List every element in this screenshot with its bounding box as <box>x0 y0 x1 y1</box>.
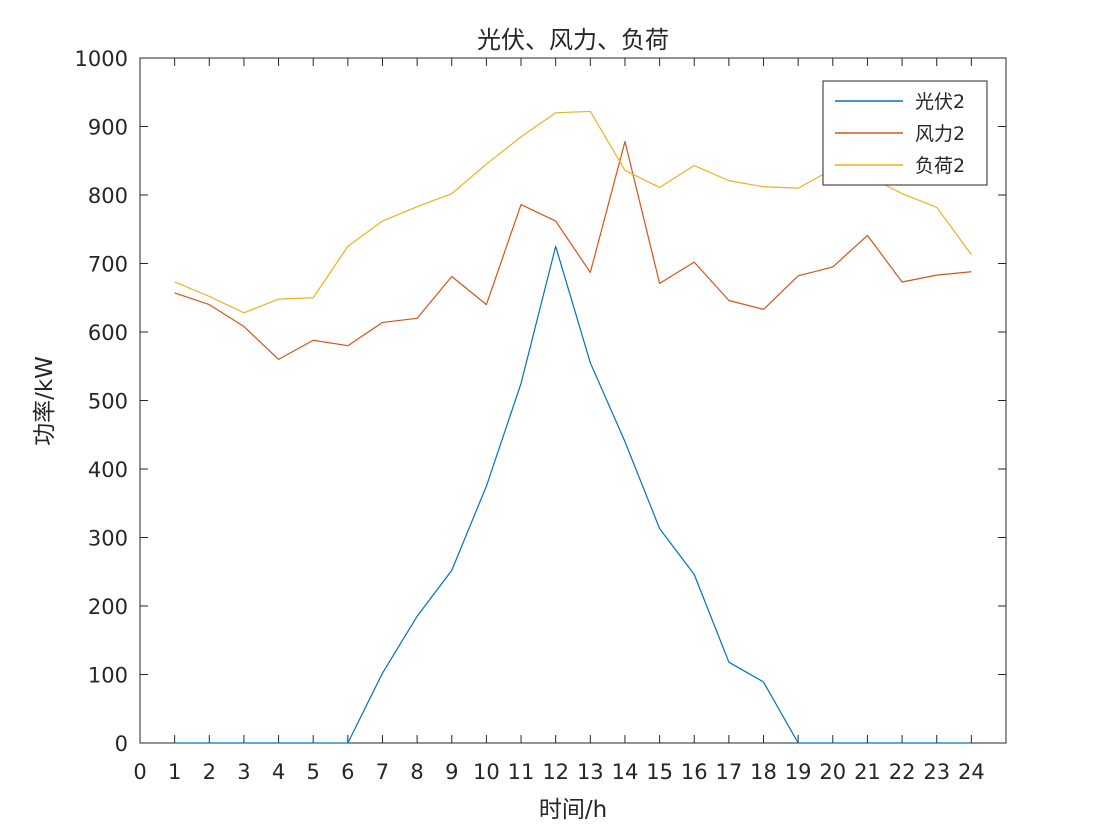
legend: 光伏2 风力2 负荷2 <box>822 80 988 186</box>
y-tick-label: 500 <box>88 390 128 414</box>
x-tick-label: 15 <box>646 760 673 784</box>
y-tick-label: 800 <box>88 184 128 208</box>
y-tick-label: 100 <box>88 664 128 688</box>
y-tick-label: 300 <box>88 527 128 551</box>
legend-label-3: 负荷2 <box>915 155 965 177</box>
x-tick-label: 11 <box>508 760 535 784</box>
chart-title: 光伏、风力、负荷 <box>477 26 669 54</box>
x-tick-label: 24 <box>958 760 985 784</box>
x-tick-label: 20 <box>819 760 846 784</box>
x-tick-label: 1 <box>168 760 181 784</box>
series-line-1 <box>174 245 972 744</box>
x-tick-label: 9 <box>445 760 458 784</box>
x-tick-label: 16 <box>681 760 708 784</box>
y-tick-label: 600 <box>88 321 128 345</box>
x-tick-label: 12 <box>542 760 569 784</box>
x-tick-label: 21 <box>854 760 881 784</box>
x-tick-label: 5 <box>307 760 320 784</box>
x-tick-label: 23 <box>923 760 950 784</box>
x-tick-label: 19 <box>785 760 812 784</box>
legend-label-1: 光伏2 <box>915 91 965 113</box>
x-tick-label: 17 <box>716 760 743 784</box>
x-tick-label: 7 <box>376 760 389 784</box>
y-tick-label: 700 <box>88 253 128 277</box>
y-tick-label: 0 <box>115 732 128 756</box>
x-tick-label: 13 <box>577 760 604 784</box>
x-tick-label: 2 <box>203 760 216 784</box>
y-tick-label: 1000 <box>75 47 128 71</box>
y-tick-label: 400 <box>88 458 128 482</box>
plot-area: 0 1 2 3 4 5 6 7 8 9 10 11 12 13 14 15 16 17 18 19 20 21 22 23 24… <box>75 47 1007 784</box>
x-tick-label: 18 <box>750 760 777 784</box>
y-tick-label: 200 <box>88 595 128 619</box>
x-tick-label: 22 <box>889 760 916 784</box>
legend-label-2: 风力2 <box>915 123 965 145</box>
x-tick-label: 14 <box>612 760 639 784</box>
x-tick-label: 4 <box>272 760 285 784</box>
x-tick-label: 10 <box>473 760 500 784</box>
x-axis-title: 时间/h <box>539 797 607 823</box>
series-line-2 <box>174 140 972 360</box>
x-tick-label: 8 <box>410 760 423 784</box>
x-tick-label: 0 <box>133 760 146 784</box>
x-tick-label: 3 <box>237 760 250 784</box>
y-axis-title: 功率/kW <box>32 356 58 446</box>
y-tick-label: 900 <box>88 116 128 140</box>
x-tick-label: 6 <box>341 760 354 784</box>
